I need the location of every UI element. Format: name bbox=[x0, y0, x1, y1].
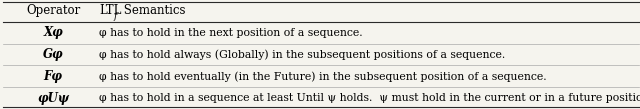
Text: φ has to hold in a sequence at least Until ψ holds.  ψ must hold in the current : φ has to hold in a sequence at least Unt… bbox=[99, 93, 640, 103]
Text: Xφ: Xφ bbox=[44, 26, 63, 39]
Text: LTL: LTL bbox=[99, 4, 122, 17]
Text: f: f bbox=[114, 12, 117, 21]
Text: Gφ: Gφ bbox=[43, 48, 63, 61]
Text: φUψ: φUψ bbox=[37, 92, 69, 105]
Text: φ has to hold in the next position of a sequence.: φ has to hold in the next position of a … bbox=[99, 28, 363, 38]
Text: φ has to hold eventually (in the Future) in the subsequent position of a sequenc: φ has to hold eventually (in the Future)… bbox=[99, 71, 547, 82]
Text: Semantics: Semantics bbox=[120, 4, 186, 17]
Text: Operator: Operator bbox=[26, 4, 80, 17]
Text: φ has to hold always (Globally) in the subsequent positions of a sequence.: φ has to hold always (Globally) in the s… bbox=[99, 49, 506, 60]
Text: Fφ: Fφ bbox=[44, 70, 63, 83]
